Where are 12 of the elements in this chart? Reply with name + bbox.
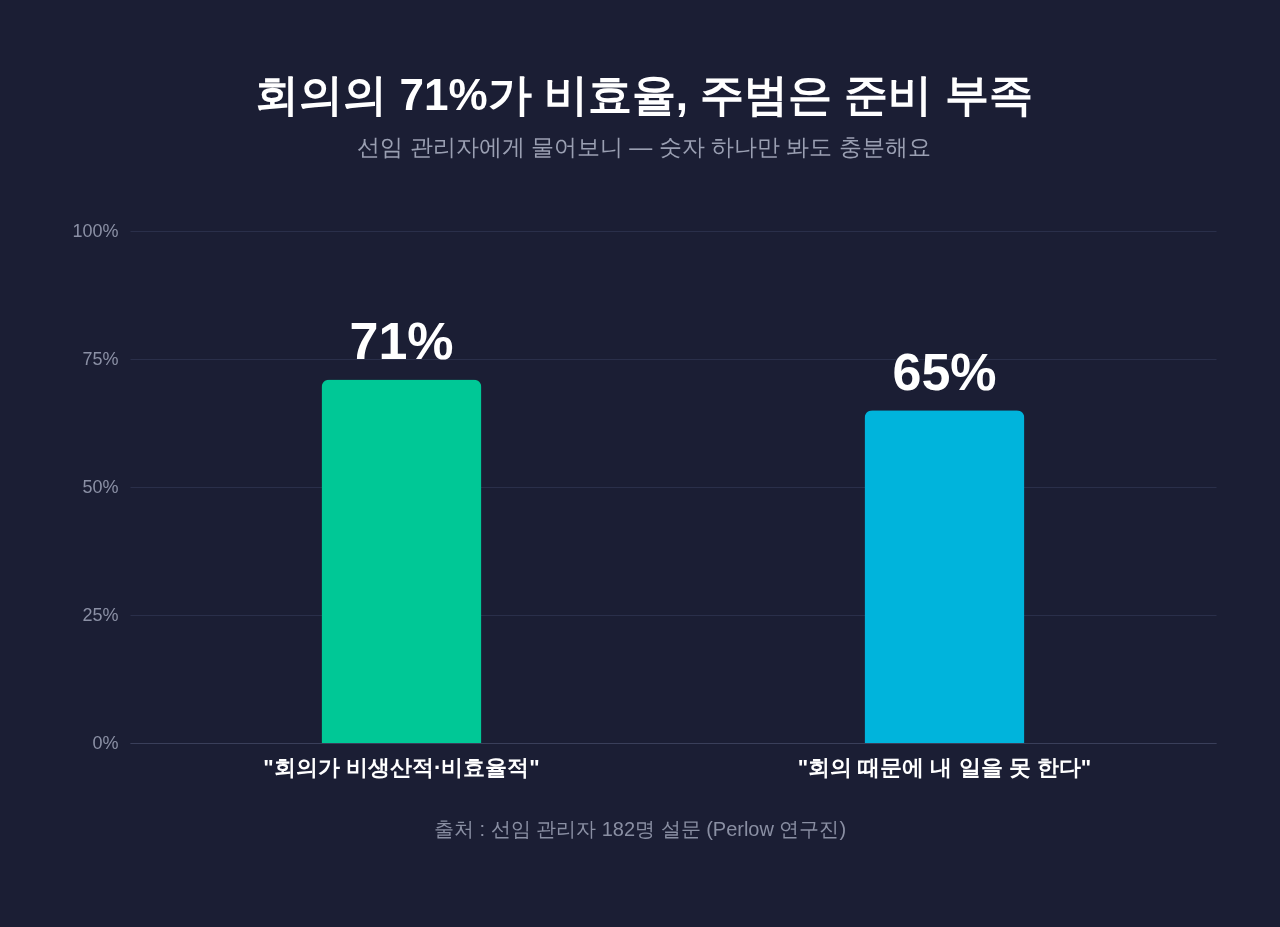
chart-title: 회의의 71%가 비효율, 주범은 준비 부족 [255,70,1033,119]
data-label: 71% [349,312,454,371]
chart-subtitle: 선임 관리자에게 물어보니 — 숫자 하나만 봐도 충분해요 [357,134,931,160]
y-tick-label: 25% [82,604,119,625]
data-label: 65% [892,343,997,402]
y-tick-label: 0% [92,732,119,753]
source-note: 출처 : 선임 관리자 182명 설문 (Perlow 연구진) [433,818,847,840]
y-tick-label: 100% [72,220,119,241]
y-tick-label: 75% [82,348,119,369]
x-tick-label: "회의 때문에 내 일을 못 한다" [797,754,1092,780]
y-tick-label: 50% [82,476,119,497]
x-tick-label: "회의가 비생산적·비효율적" [263,754,540,780]
